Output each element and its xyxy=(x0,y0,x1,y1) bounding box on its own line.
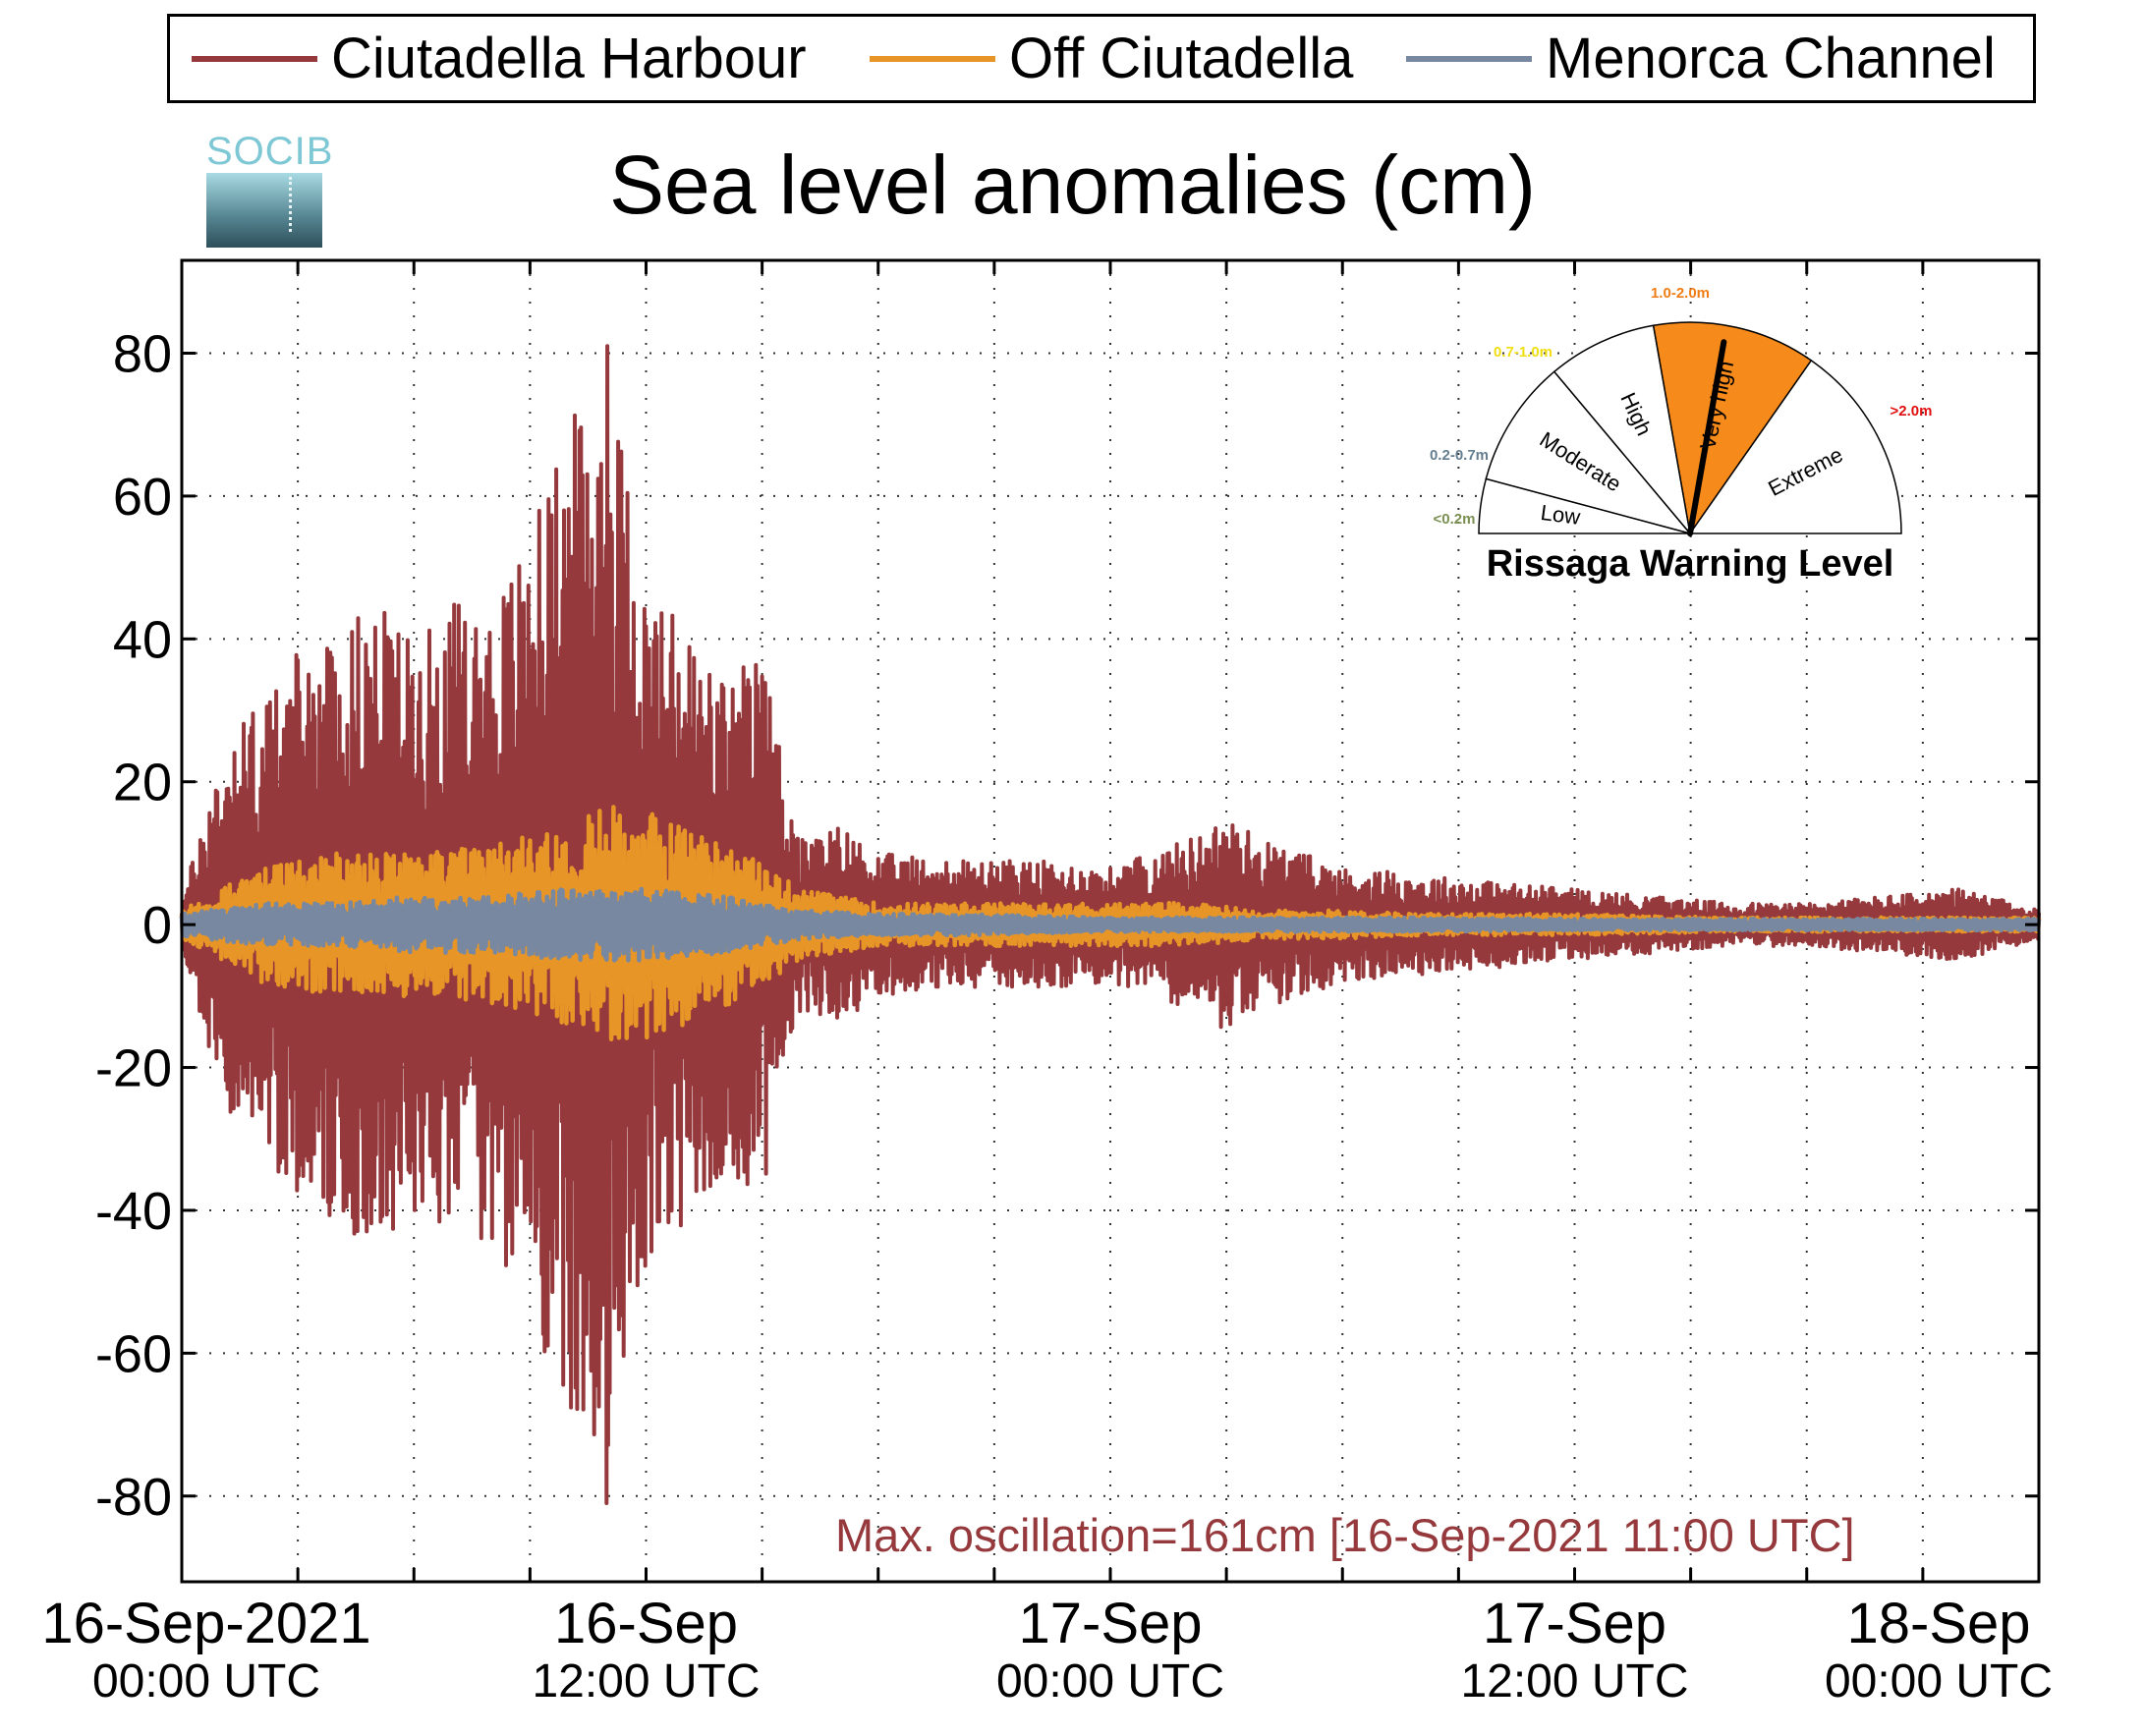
gauge-sector-moderate xyxy=(1485,370,1693,535)
series-line-menorca-channel xyxy=(179,886,2042,963)
x-tick-label: 17-Sep 12:00 UTC xyxy=(1369,1594,1781,1709)
x-tick-label: 18-Sep 00:00 UTC xyxy=(1732,1594,2145,1709)
legend-item-ciutadella-harbour: Ciutadella Harbour xyxy=(192,17,807,100)
y-tick-label: 80 xyxy=(113,325,172,384)
legend-label-ciutadella-harbour: Ciutadella Harbour xyxy=(331,27,807,90)
gauge-level-name: Low xyxy=(1539,500,1581,530)
gauge-sector-high xyxy=(1552,324,1692,536)
y-tick-label: -80 xyxy=(95,1468,172,1527)
gauge-level-range: 1.0-2.0m xyxy=(1651,285,1710,302)
y-tick-label: 40 xyxy=(113,610,172,669)
gauge-dial: Low<0.2mModerate0.2-0.7mHigh0.7-1.0mVery… xyxy=(1430,285,1933,536)
x-tick-time: 00:00 UTC xyxy=(1824,1655,2054,1708)
socib-logo: SOCIB xyxy=(206,130,334,248)
y-tick-label: -40 xyxy=(95,1182,172,1241)
series-line-ciutadella-harbour xyxy=(180,344,2041,1505)
gauge-sector-very-high xyxy=(1652,321,1813,535)
x-tick-date: 16-Sep-2021 xyxy=(41,1592,371,1655)
legend-swatch-off-ciutadella xyxy=(870,55,995,62)
chart-legend: Ciutadella Harbour Off Ciutadella Menorc… xyxy=(167,14,2036,103)
gauge-level-range: 0.7-1.0m xyxy=(1494,344,1552,361)
x-tick-date: 17-Sep xyxy=(1018,1592,1203,1655)
gauge-sector-extreme xyxy=(1688,359,1902,534)
series-layer xyxy=(179,344,2042,1505)
axes-frame xyxy=(180,258,2041,1584)
x-tick-label: 16-Sep 12:00 UTC xyxy=(440,1594,853,1709)
legend-item-menorca-channel: Menorca Channel xyxy=(1406,17,1996,100)
logo-text: SOCIB xyxy=(206,130,334,173)
x-tick-date: 18-Sep xyxy=(1846,1592,2031,1655)
x-tick-time: 12:00 UTC xyxy=(532,1655,761,1708)
legend-item-off-ciutadella: Off Ciutadella xyxy=(870,17,1353,100)
legend-swatch-ciutadella-harbour xyxy=(192,55,317,62)
x-tick-time: 12:00 UTC xyxy=(1460,1655,1689,1708)
y-tick-label: 60 xyxy=(113,468,172,527)
y-tick-label: -60 xyxy=(95,1324,172,1383)
legend-label-off-ciutadella: Off Ciutadella xyxy=(1009,27,1354,90)
legend-label-menorca-channel: Menorca Channel xyxy=(1546,27,1996,90)
gauge-level-range: <0.2m xyxy=(1434,511,1476,528)
x-tick-time: 00:00 UTC xyxy=(995,1655,1225,1708)
chart-title: Sea level anomalies (cm) xyxy=(608,139,1537,231)
x-tick-date: 17-Sep xyxy=(1482,1592,1667,1655)
rissaga-warning-gauge: Low <0.2m Moderate 0.2-0.7m High 0.7-1.0m Very… xyxy=(1415,270,1965,594)
x-tick-label: 17-Sep 00:00 UTC xyxy=(904,1594,1317,1709)
x-tick-label: 16-Sep-2021 00:00 UTC xyxy=(0,1594,413,1709)
gauge-needle xyxy=(1687,339,1727,536)
gauge-level-range: 0.2-0.7m xyxy=(1430,447,1489,464)
logo-dash xyxy=(289,177,292,232)
x-tick-time: 00:00 UTC xyxy=(91,1655,321,1708)
max-oscillation-note: Max. oscillation=161cm [16-Sep-2021 11:0… xyxy=(835,1509,1855,1561)
x-tick-date: 16-Sep xyxy=(553,1592,739,1655)
gauge-level-range: >2.0m xyxy=(1891,403,1933,420)
gauge-title: Rissaga Warning Level xyxy=(1486,543,1894,585)
logo-graphic xyxy=(206,173,322,248)
y-tick-label: 20 xyxy=(113,754,172,812)
y-tick-label: -20 xyxy=(95,1039,172,1098)
y-tick-label: 0 xyxy=(142,896,172,955)
legend-swatch-menorca-channel xyxy=(1406,55,1532,62)
